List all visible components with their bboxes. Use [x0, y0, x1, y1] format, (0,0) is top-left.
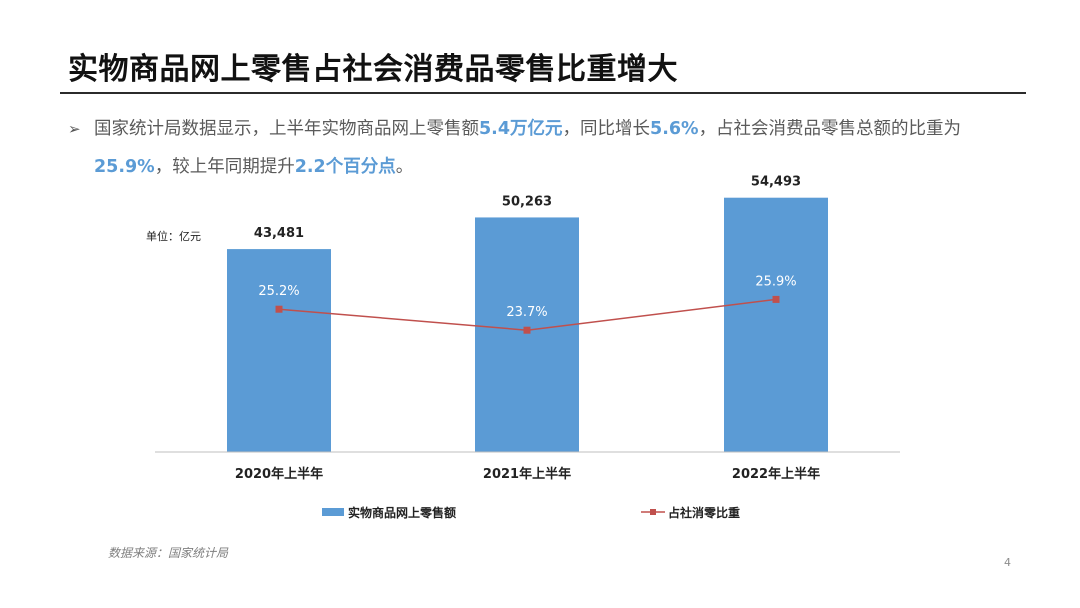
bar — [724, 197, 828, 452]
bar — [227, 249, 331, 452]
share-value-label: 23.7% — [506, 305, 547, 320]
summary-bullet: ➢ 国家统计局数据显示，上半年实物商品网上零售额5.4万亿元，同比增长5.6%，… — [68, 110, 1038, 186]
data-source: 数据来源：国家统计局 — [108, 546, 229, 560]
bar-value-label: 43,481 — [254, 226, 304, 241]
summary-segment: ，占社会消费品零售总额的比重为 — [698, 119, 962, 139]
summary-segment: ，较上年同期提升 — [154, 157, 295, 177]
highlight-figure: 5.4万亿元 — [479, 119, 563, 139]
x-tick-label: 2021年上半年 — [483, 466, 571, 482]
share-marker — [772, 295, 780, 303]
legend-swatch-bar — [322, 508, 344, 516]
summary-segment: ，同比增长 — [562, 119, 651, 139]
legend-label-line: 占社消零比重 — [668, 505, 740, 520]
slide-title: 实物商品网上零售占社会消费品零售比重增大 — [68, 52, 678, 87]
summary-segment: 。 — [395, 157, 414, 177]
summary-text: 国家统计局数据显示，上半年实物商品网上零售额5.4万亿元，同比增长5.6%，占社… — [94, 110, 1038, 186]
page-number: 4 — [1004, 556, 1011, 569]
title-underline — [60, 92, 1026, 94]
bar-value-label: 50,263 — [502, 194, 552, 209]
highlight-figure: 25.9% — [94, 157, 155, 177]
share-value-label: 25.9% — [755, 274, 796, 289]
x-tick-label: 2022年上半年 — [732, 466, 820, 482]
summary-segment: 国家统计局数据显示，上半年实物商品网上零售额 — [94, 119, 479, 139]
legend-swatch-marker — [650, 509, 656, 515]
bullet-arrow-icon: ➢ — [68, 120, 81, 138]
highlight-figure: 2.2个百分点 — [294, 157, 396, 177]
legend-label-bar: 实物商品网上零售额 — [348, 505, 456, 520]
unit-label: 单位：亿元 — [146, 229, 201, 243]
x-tick-label: 2020年上半年 — [235, 466, 323, 482]
bar-value-label: 54,493 — [751, 175, 801, 190]
bar — [475, 217, 579, 452]
share-value-label: 25.2% — [258, 284, 299, 299]
share-marker — [275, 305, 283, 313]
share-marker — [523, 326, 531, 334]
highlight-figure: 5.6% — [650, 119, 699, 139]
